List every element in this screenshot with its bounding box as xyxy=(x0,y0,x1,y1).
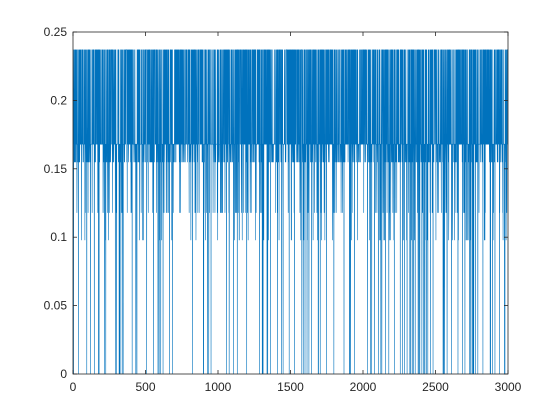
series-layer xyxy=(73,49,508,374)
x-tick-label-4: 2000 xyxy=(350,380,377,394)
axes-layer: 0 500 1000 1500 2000 2500 3000 0 0.05 0.1 0.15 0.2 0… xyxy=(44,25,522,394)
y-tick-label-2: 0.1 xyxy=(50,230,67,244)
y-tick-label-5: 0.25 xyxy=(44,25,68,39)
x-tick-label-1: 500 xyxy=(135,380,155,394)
series-line-0 xyxy=(73,49,508,374)
y-tick-label-1: 0.05 xyxy=(44,299,68,313)
y-tick-label-0: 0 xyxy=(60,367,67,381)
x-tick-label-6: 3000 xyxy=(495,380,522,394)
x-tick-label-3: 1500 xyxy=(277,380,304,394)
x-tick-label-0: 0 xyxy=(70,380,77,394)
y-tick-label-3: 0.15 xyxy=(44,162,68,176)
x-tick-label-5: 2500 xyxy=(422,380,449,394)
x-tick-label-2: 1000 xyxy=(205,380,232,394)
y-tick-label-4: 0.2 xyxy=(50,93,67,107)
